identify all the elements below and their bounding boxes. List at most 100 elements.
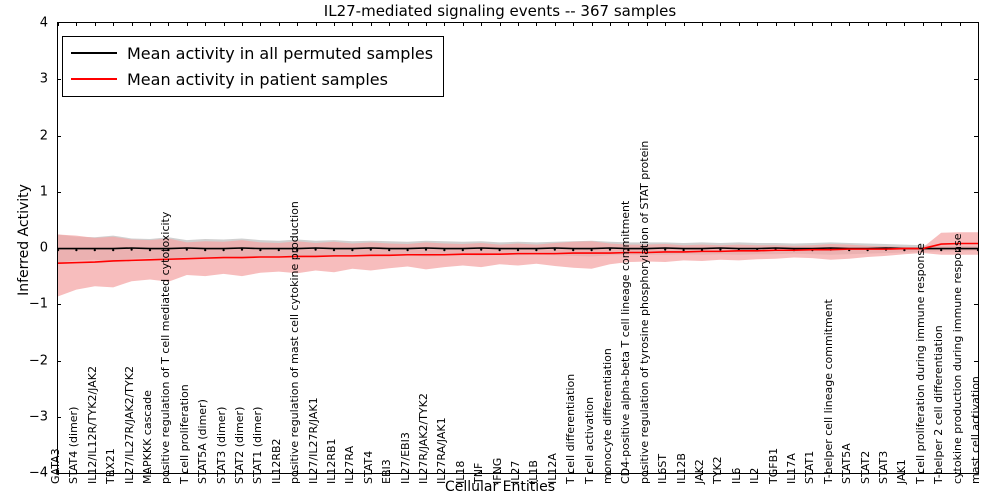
x-tick-label: STAT4 (dimer) [67, 406, 81, 484]
permuted-data-point [277, 249, 280, 252]
x-tick-label: T-helper cell lineage commitment [821, 299, 835, 484]
x-tick-label: IL2 [748, 467, 762, 484]
x-tick-label: IFNG [490, 457, 504, 484]
permuted-data-point [535, 249, 538, 252]
x-tick-label: STAT2 (dimer) [233, 406, 246, 484]
permuted-data-point [443, 249, 446, 252]
permuted-data-point [296, 249, 299, 252]
permuted-data-point [664, 248, 667, 251]
x-tick-label: IL27RA [343, 445, 357, 484]
permuted-data-point [240, 248, 244, 251]
y-tick-mark [974, 416, 978, 418]
permuted-data-point [976, 249, 978, 252]
permuted-data-point [314, 248, 317, 251]
y-tick-label: −3 [28, 409, 48, 425]
x-tick-label: JAK1 [895, 459, 909, 484]
permuted-data-point [461, 249, 464, 252]
x-tick-label: IL27 [509, 460, 522, 484]
x-tick-label: JAK2 [693, 459, 706, 484]
y-tick-label: −1 [28, 296, 48, 312]
y-tick-mark [57, 416, 61, 418]
x-tick-label: STAT4 [361, 450, 375, 484]
permuted-data-point [921, 249, 924, 252]
y-tick-label: −2 [28, 353, 48, 368]
permuted-data-point [388, 249, 391, 252]
x-tick-label: positive regulation of mast cell cytokin… [288, 201, 302, 484]
chart-title: IL27-mediated signaling events -- 367 sa… [323, 2, 677, 20]
x-tick-label: GATA3 [49, 448, 62, 484]
permuted-data-point [958, 249, 961, 252]
x-tick-label: STAT1 (dimer) [251, 406, 265, 484]
data-series-layer [58, 232, 978, 297]
x-tick-label: STAT1 [803, 450, 817, 484]
permuted-data-point [406, 249, 409, 252]
permuted-data-point [204, 249, 207, 252]
y-tick-mark [57, 191, 61, 193]
permuted-data-point [424, 248, 428, 251]
x-tick-label: positive regulation of T cell mediated c… [159, 211, 173, 484]
permuted-data-point [222, 249, 225, 252]
legend-label-patient: Mean activity in patient samples [127, 69, 388, 89]
x-tick-label: IL18 [453, 460, 467, 484]
x-tick-label: T cell differentiation [564, 373, 578, 484]
permuted-mean-line [58, 247, 978, 250]
permuted-data-point [75, 249, 78, 252]
x-tick-label: IL27R/JAK2/TYK2 [417, 393, 430, 484]
x-tick-label: IL6 [729, 467, 743, 484]
x-tick-label: TGFB1 [766, 447, 780, 484]
legend-label-permuted: Mean activity in all permuted samples [127, 43, 434, 63]
y-tick-label: 0 [39, 240, 48, 256]
x-tick-label: TBX21 [104, 448, 118, 484]
x-tick-label: IL12/IL12R/TYK2/JAK2 [85, 366, 99, 484]
x-tick-label: T cell proliferation during immune respo… [913, 243, 927, 484]
permuted-data-point [682, 249, 685, 252]
permuted-data-point [940, 249, 943, 252]
x-tick-label: TYK2 [711, 456, 725, 484]
x-tick-label: CD4-positive alpha-beta T cell lineage c… [619, 200, 633, 484]
permuted-data-point [112, 249, 115, 252]
x-tick-label: EBI3 [380, 459, 394, 484]
permuted-data-point [259, 249, 262, 252]
x-tick-label: STAT2 [858, 450, 872, 484]
permuted-data-point [58, 249, 60, 252]
permuted-data-point [351, 249, 354, 252]
legend-swatch-patient [71, 78, 117, 80]
permuted-data-point [148, 249, 152, 252]
permuted-data-point [93, 249, 96, 252]
x-tick-label: TNF [472, 462, 486, 484]
x-tick-label: MAPKKK cascade [141, 390, 154, 484]
permuted-data-point [572, 249, 575, 252]
y-tick-label: 3 [39, 71, 48, 87]
x-tick-label: IL12A [545, 453, 559, 484]
y-tick-mark [57, 360, 61, 362]
plot-area [57, 22, 979, 474]
y-tick-mark [974, 360, 978, 362]
x-tick-label: STAT3 (dimer) [214, 406, 228, 484]
x-tick-label: IL27/EBI3 [398, 432, 412, 484]
y-tick-mark [974, 304, 978, 306]
permuted-data-point [608, 248, 612, 251]
permuted-data-point [590, 249, 593, 252]
permuted-data-point [719, 248, 722, 251]
x-tick-label: IL27/IL27R/JAK1 [306, 397, 320, 484]
permuted-data-point [516, 249, 520, 252]
permuted-data-point [332, 249, 336, 252]
y-tick-mark [57, 304, 61, 306]
y-tick-label: 4 [39, 15, 48, 31]
x-tick-label: IL6ST [656, 453, 670, 484]
legend-item-patient: Mean activity in patient samples [71, 67, 433, 91]
y-tick-mark [974, 135, 978, 137]
x-tick-label: monocyte differentiation [601, 348, 614, 484]
y-tick-label: −4 [28, 465, 48, 481]
x-tick-label: STAT5A (dimer) [196, 399, 210, 484]
permuted-data-point [553, 248, 556, 251]
y-tick-label: 1 [39, 184, 48, 200]
x-tick-label: IL27/IL27R/JAK2/TYK2 [122, 366, 136, 484]
patient-mean-line [58, 242, 978, 264]
legend-swatch-permuted [71, 52, 117, 54]
y-tick-mark [57, 79, 61, 81]
permuted-data-point [130, 248, 133, 251]
x-tick-label: mast cell activation [969, 376, 982, 484]
y-tick-mark [974, 248, 978, 249]
